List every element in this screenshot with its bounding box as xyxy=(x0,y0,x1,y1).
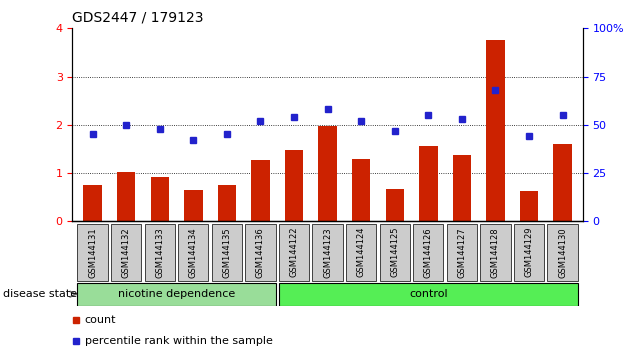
FancyBboxPatch shape xyxy=(77,282,275,306)
Text: GSM144130: GSM144130 xyxy=(558,227,567,278)
Bar xyxy=(83,185,102,221)
FancyBboxPatch shape xyxy=(77,224,108,281)
Text: GSM144124: GSM144124 xyxy=(357,227,365,278)
FancyBboxPatch shape xyxy=(447,224,477,281)
Bar xyxy=(553,144,572,221)
Text: nicotine dependence: nicotine dependence xyxy=(118,289,235,299)
FancyBboxPatch shape xyxy=(212,224,242,281)
Bar xyxy=(217,185,236,221)
FancyBboxPatch shape xyxy=(514,224,544,281)
Bar xyxy=(184,190,202,221)
Text: GSM144132: GSM144132 xyxy=(122,227,130,278)
FancyBboxPatch shape xyxy=(413,224,444,281)
Bar xyxy=(151,177,169,221)
FancyBboxPatch shape xyxy=(178,224,209,281)
Text: GSM144133: GSM144133 xyxy=(155,227,164,278)
Text: GSM144127: GSM144127 xyxy=(457,227,466,278)
Text: GSM144135: GSM144135 xyxy=(222,227,231,278)
Bar xyxy=(117,172,135,221)
Bar xyxy=(251,160,270,221)
Text: GSM144123: GSM144123 xyxy=(323,227,332,278)
FancyBboxPatch shape xyxy=(111,224,141,281)
Text: GSM144122: GSM144122 xyxy=(290,227,299,278)
FancyBboxPatch shape xyxy=(145,224,175,281)
FancyBboxPatch shape xyxy=(312,224,343,281)
FancyBboxPatch shape xyxy=(279,224,309,281)
Bar xyxy=(285,150,303,221)
Text: GSM144125: GSM144125 xyxy=(390,227,399,278)
Bar xyxy=(486,40,505,221)
Text: GSM144134: GSM144134 xyxy=(189,227,198,278)
FancyBboxPatch shape xyxy=(279,282,578,306)
Text: percentile rank within the sample: percentile rank within the sample xyxy=(84,336,273,346)
Text: control: control xyxy=(409,289,448,299)
FancyBboxPatch shape xyxy=(346,224,376,281)
Bar xyxy=(352,159,370,221)
Text: GSM144129: GSM144129 xyxy=(525,227,534,278)
Text: GDS2447 / 179123: GDS2447 / 179123 xyxy=(72,10,204,24)
Bar xyxy=(419,145,438,221)
Bar xyxy=(520,191,538,221)
Text: count: count xyxy=(84,315,116,325)
FancyBboxPatch shape xyxy=(480,224,510,281)
Text: disease state: disease state xyxy=(3,289,77,299)
Text: GSM144128: GSM144128 xyxy=(491,227,500,278)
FancyBboxPatch shape xyxy=(380,224,410,281)
Bar xyxy=(318,126,337,221)
FancyBboxPatch shape xyxy=(547,224,578,281)
Bar xyxy=(453,155,471,221)
Text: GSM144136: GSM144136 xyxy=(256,227,265,278)
Bar xyxy=(386,189,404,221)
Text: GSM144131: GSM144131 xyxy=(88,227,97,278)
FancyBboxPatch shape xyxy=(245,224,275,281)
Text: GSM144126: GSM144126 xyxy=(424,227,433,278)
